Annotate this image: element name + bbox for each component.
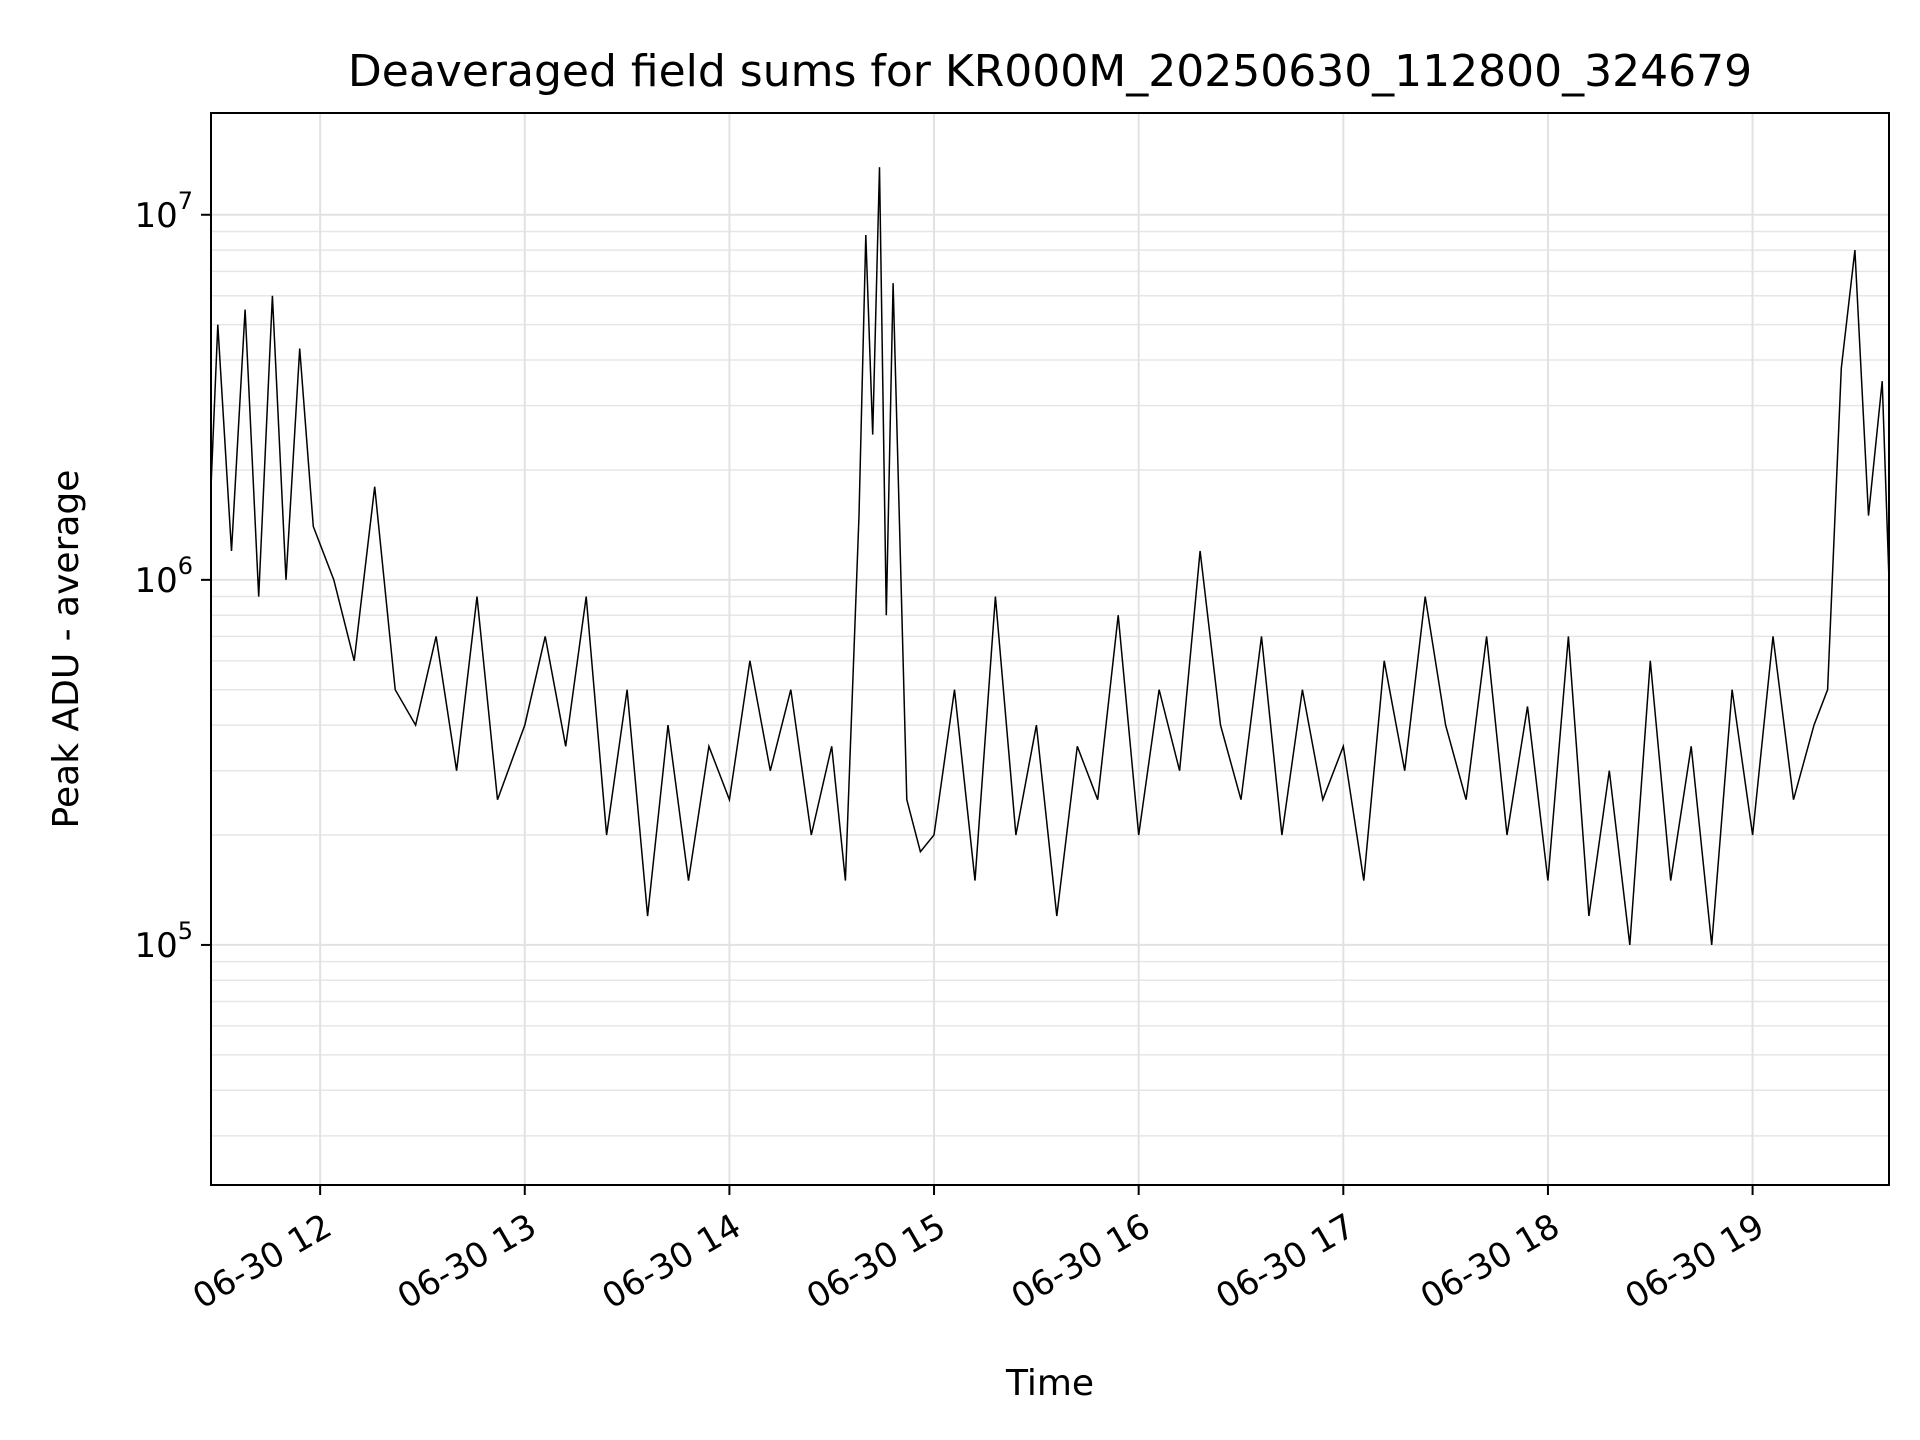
x-axis-label: Time bbox=[1005, 1363, 1094, 1404]
y-tick-label: 105 bbox=[134, 917, 193, 966]
series-line bbox=[210, 167, 1890, 945]
plot-frame bbox=[210, 112, 1890, 1186]
y-axis-ticks: 105 106 107 bbox=[134, 187, 211, 966]
series-group bbox=[210, 167, 1890, 945]
chart-title: Deaveraged field sums for KR000M_2025063… bbox=[348, 46, 1752, 97]
y-axis-label: Peak ADU - average bbox=[46, 470, 87, 829]
grid bbox=[211, 113, 1889, 1185]
y-tick-label: 106 bbox=[134, 552, 193, 601]
y-tick-label: 107 bbox=[134, 187, 193, 236]
